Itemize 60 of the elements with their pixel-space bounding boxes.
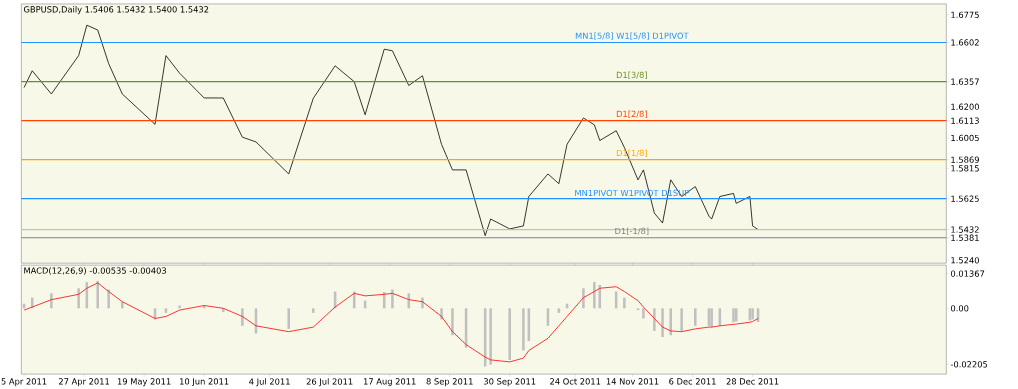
bar (241, 308, 244, 326)
x-tick-label: 19 May 2011 (117, 378, 171, 387)
bar (661, 308, 664, 338)
ref-line-label: MN1[5/8] W1[5/8] D1PIVOT (575, 32, 689, 40)
bar (287, 308, 290, 329)
x-tick-label: 30 Sep 2011 (484, 378, 536, 387)
y-tick-label: 0.01367 (950, 270, 985, 277)
chart-title: GBPUSD,Daily 1.5406 1.5432 1.5400 1.5432 (23, 6, 209, 15)
bar (508, 308, 512, 360)
bar (50, 293, 53, 309)
bar (107, 289, 110, 309)
bar (669, 308, 673, 336)
ref-line-label: D1[-1/8] (615, 227, 649, 236)
x-tick-label: 10 Jun 2011 (180, 378, 229, 387)
y-tick-label: -0.02205 (950, 361, 988, 368)
y-tick-label: 1.5432 (951, 226, 979, 233)
bar (121, 301, 124, 309)
y-tick-label: 1.6113 (951, 117, 979, 124)
x-tick-label: 8 Sep 2011 (426, 378, 473, 387)
y-tick-label: 0.00 (950, 305, 969, 312)
y-tick-label: 1.5869 (951, 156, 979, 163)
x-tick-label: 26 Jul 2011 (306, 378, 353, 387)
x-tick-label: 4 Jul 2011 (249, 378, 290, 387)
ref-line-label: D1[3/8] (616, 71, 647, 80)
bar (489, 308, 492, 365)
line-series (23, 24, 759, 237)
bar (522, 308, 525, 351)
bar (623, 297, 626, 309)
y-tick-label: 1.5625 (951, 195, 979, 202)
bar (642, 308, 645, 319)
bar (593, 282, 596, 309)
bar (582, 288, 585, 309)
x-tick-label: 28 Dec 2011 (726, 378, 779, 385)
y-tick-label: 1.5381 (951, 234, 979, 241)
bar (653, 308, 656, 331)
x-tick-label: 6 Dec 2011 (669, 378, 716, 385)
y-tick-label: 1.6602 (951, 39, 979, 46)
bar (96, 280, 99, 309)
x-tick-label: 27 Apr 2011 (58, 378, 110, 387)
x-tick-label: 24 Oct 2011 (550, 378, 601, 385)
bar (451, 308, 454, 336)
bar (680, 308, 683, 331)
bar (382, 292, 386, 309)
ref-line-label: D1[1/8] (616, 149, 647, 158)
bar (694, 308, 697, 326)
y-tick-label: 1.6775 (951, 11, 979, 19)
bar (312, 308, 315, 313)
x-tick-label: 17 Aug 2011 (363, 378, 416, 387)
y-tick-label: 1.6005 (951, 134, 979, 142)
bar (391, 289, 394, 309)
x-tick-label: 14 Nov 2011 (606, 378, 659, 385)
chart-title: MACD(12,26,9) -0.00535 -0.00403 (24, 267, 166, 275)
y-tick-label: 1.5815 (951, 165, 979, 172)
ref-line-label: D1[2/8] (616, 110, 647, 119)
bar (77, 288, 80, 309)
line-series (23, 282, 759, 363)
y-tick-label: 1.6357 (951, 78, 979, 85)
y-tick-label: 1.6200 (951, 103, 979, 110)
x-tick-label: 5 Apr 2011 (1, 378, 47, 387)
y-tick-label: 1.5240 (951, 257, 979, 264)
